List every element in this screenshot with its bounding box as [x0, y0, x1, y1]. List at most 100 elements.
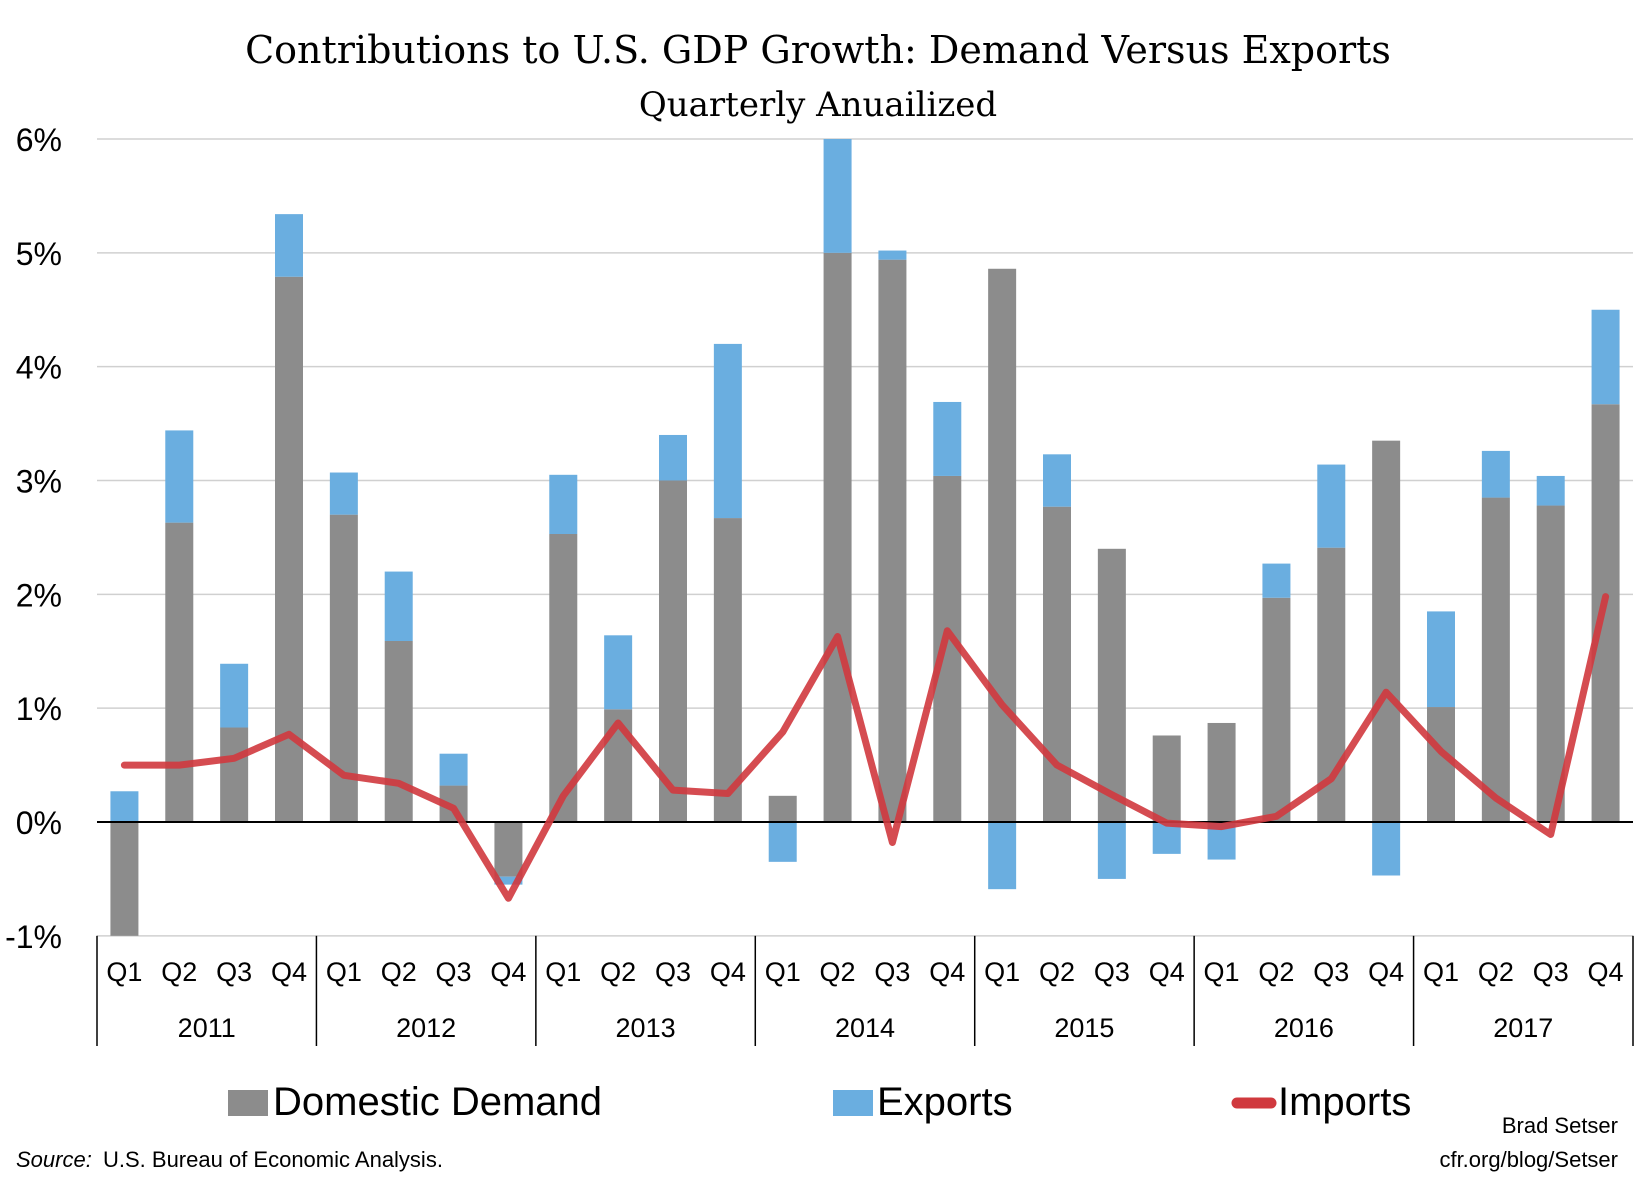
y-tick-label: 6% [16, 122, 62, 158]
author-url: cfr.org/blog/Setser [1439, 1147, 1618, 1172]
exports-bar [933, 401, 962, 476]
exports-bar [439, 753, 468, 786]
exports-bar [329, 472, 358, 515]
quarter-label: Q2 [1478, 957, 1514, 987]
quarter-label: Q1 [326, 957, 362, 987]
quarter-label: Q4 [1588, 957, 1624, 987]
domestic-demand-bar [1043, 506, 1071, 822]
quarter-label: Q3 [1094, 957, 1130, 987]
domestic-demand-bar [1427, 707, 1455, 822]
exports-bar [275, 214, 303, 277]
exports-bar [549, 474, 578, 535]
exports-bar [823, 139, 852, 253]
domestic-demand-bar [988, 268, 1017, 822]
domestic-demand-bar [1591, 404, 1620, 822]
legend-label-imports: Imports [1278, 1080, 1411, 1124]
quarter-label: Q4 [710, 957, 746, 987]
domestic-demand-bar [878, 259, 907, 822]
legend [228, 1090, 1277, 1116]
y-tick-label: 5% [16, 236, 62, 272]
domestic-demand-bar [1097, 548, 1126, 822]
source-label: Source: [16, 1147, 92, 1172]
domestic-demand-bar [768, 795, 797, 822]
y-tick-label: 0% [16, 805, 62, 841]
domestic-demand-bar [1207, 722, 1236, 822]
exports-bar [1317, 464, 1346, 548]
quarter-label: Q4 [490, 957, 526, 987]
y-tick-label: 1% [16, 691, 62, 727]
quarter-label: Q2 [820, 957, 856, 987]
year-label: 2013 [616, 1013, 676, 1043]
domestic-demand-bar [659, 480, 687, 822]
quarter-label: Q4 [1149, 957, 1185, 987]
legend-label-exports: Exports [877, 1080, 1013, 1124]
year-label: 2017 [1493, 1013, 1553, 1043]
domestic-demand-bar [110, 822, 139, 936]
quarter-label: Q1 [1423, 957, 1459, 987]
year-label: 2014 [835, 1013, 895, 1043]
exports-bar [494, 876, 523, 885]
quarter-label: Q1 [984, 957, 1020, 987]
author-name: Brad Setser [1502, 1113, 1618, 1138]
year-label: 2012 [396, 1013, 456, 1043]
exports-bar [1481, 450, 1510, 498]
quarter-label: Q1 [765, 957, 801, 987]
domestic-demand-bar [1481, 497, 1510, 822]
exports-bar [988, 822, 1017, 890]
legend-swatch-exports [833, 1090, 873, 1116]
domestic-demand-bar [823, 252, 852, 823]
domestic-demand-bar [220, 727, 249, 822]
exports-bar [1427, 611, 1455, 708]
exports-bar [1043, 454, 1071, 507]
quarter-label: Q4 [271, 957, 307, 987]
y-tick-label: 2% [16, 577, 62, 613]
quarter-label: Q2 [1039, 957, 1075, 987]
imports-line [120, 593, 1610, 902]
quarter-label: Q3 [436, 957, 472, 987]
exports-bar [604, 635, 633, 710]
exports-bar [768, 822, 797, 862]
exports-bar [1097, 822, 1126, 879]
exports-bar [384, 571, 413, 642]
domestic-demand-bar [494, 822, 523, 877]
domestic-demand-bar [165, 522, 194, 822]
quarter-label: Q1 [545, 957, 581, 987]
exports-bar [1536, 475, 1565, 506]
legend-label-domestic-demand: Domestic Demand [273, 1080, 602, 1124]
quarter-label: Q3 [655, 957, 691, 987]
exports-bar [713, 343, 742, 519]
domestic-demand-bar [549, 534, 578, 822]
exports-bar [165, 430, 194, 523]
chart-title: Contributions to U.S. GDP Growth: Demand… [245, 28, 1391, 72]
domestic-demand-bar [1372, 440, 1401, 822]
exports-bar [1262, 563, 1291, 598]
domestic-demand-bar [1152, 735, 1181, 822]
domestic-demand-bar [1262, 597, 1291, 822]
exports-bar [1372, 822, 1401, 876]
exports-bar [110, 791, 139, 822]
quarter-label: Q3 [216, 957, 252, 987]
quarter-label: Q4 [929, 957, 965, 987]
source-text: U.S. Bureau of Economic Analysis. [103, 1147, 443, 1172]
quarter-label: Q2 [600, 957, 636, 987]
y-tick-label: 4% [16, 350, 62, 386]
quarter-label: Q2 [1258, 957, 1294, 987]
y-tick-label: 3% [16, 464, 62, 500]
exports-bar [1152, 822, 1181, 854]
exports-bar [659, 434, 687, 481]
quarter-label: Q2 [161, 957, 197, 987]
year-label: 2016 [1274, 1013, 1334, 1043]
quarter-label: Q3 [1533, 957, 1569, 987]
quarter-label: Q3 [874, 957, 910, 987]
y-tick-label: -1% [5, 919, 62, 955]
legend-swatch-domestic-demand [228, 1090, 268, 1116]
year-label: 2015 [1054, 1013, 1114, 1043]
year-label: 2011 [178, 1013, 236, 1043]
domestic-demand-bar [1536, 505, 1565, 822]
exports-bar [878, 250, 907, 260]
quarter-label: Q4 [1368, 957, 1404, 987]
domestic-demand-bar [713, 518, 742, 822]
quarter-label: Q1 [106, 957, 142, 987]
exports-bar [1591, 309, 1620, 405]
